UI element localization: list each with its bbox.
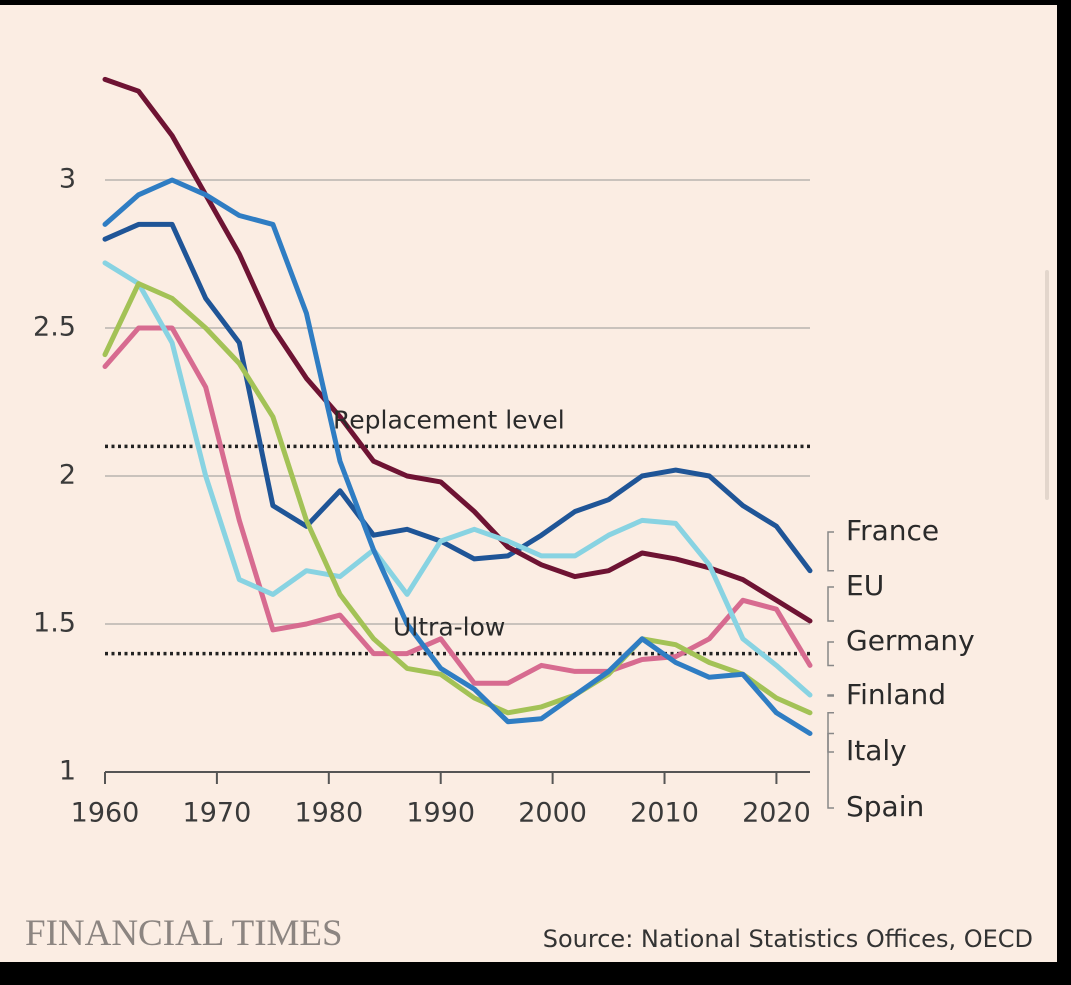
x-tick-label: 2010 bbox=[630, 798, 699, 829]
legend-label: Spain bbox=[846, 790, 924, 823]
series-line bbox=[102, 325, 813, 686]
x-tick-label: 1990 bbox=[406, 798, 475, 829]
series-line bbox=[102, 281, 813, 716]
series-line bbox=[102, 221, 813, 574]
legend-label: EU bbox=[846, 569, 884, 602]
x-tick-label: 2020 bbox=[742, 798, 811, 829]
legend-label: France bbox=[846, 514, 939, 547]
chart-background bbox=[0, 5, 1057, 962]
y-tick-label: 2.5 bbox=[33, 312, 76, 343]
legend-bracket bbox=[827, 641, 834, 667]
x-tick-label: 1980 bbox=[294, 798, 363, 829]
series-line bbox=[102, 260, 813, 698]
scrollbar bbox=[1045, 270, 1049, 500]
y-tick-label: 2 bbox=[59, 460, 76, 491]
series-line bbox=[102, 76, 813, 624]
legend-label: Italy bbox=[846, 734, 907, 767]
brand: FINANCIAL TIMES bbox=[25, 913, 343, 954]
y-tick-label: 1 bbox=[59, 756, 76, 787]
reference-label: Replacement level bbox=[333, 405, 565, 434]
series-line bbox=[102, 177, 813, 736]
legend-bracket bbox=[827, 531, 834, 572]
legend-bracket bbox=[827, 732, 834, 809]
y-tick-label: 3 bbox=[59, 164, 76, 195]
reference-label: Ultra-low bbox=[393, 613, 505, 642]
x-tick-label: 1960 bbox=[71, 798, 140, 829]
source: Source: National Statistics Offices, OEC… bbox=[543, 925, 1033, 953]
legend-bracket bbox=[827, 586, 834, 622]
x-tick-label: 2000 bbox=[518, 798, 587, 829]
legend-bracket bbox=[827, 712, 834, 753]
y-tick-label: 1.5 bbox=[33, 608, 76, 639]
legend-bracket bbox=[827, 694, 834, 697]
x-tick-label: 1970 bbox=[183, 798, 252, 829]
legend-label: Finland bbox=[846, 678, 946, 711]
legend-label: Germany bbox=[846, 624, 975, 657]
